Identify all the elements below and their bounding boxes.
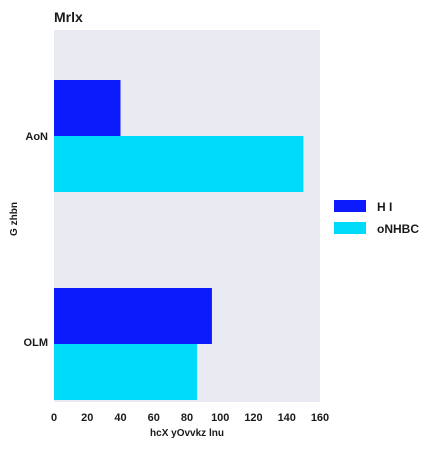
y-tick-label: OLM xyxy=(24,337,48,349)
bar-h-i-aon xyxy=(54,80,121,136)
bar-onhbc-olm xyxy=(54,344,197,400)
y-tick-labels: AoN OLM xyxy=(24,131,49,349)
bar-h-i-olm xyxy=(54,288,212,344)
x-tick-label: 160 xyxy=(311,412,329,424)
legend-swatch xyxy=(334,200,366,212)
x-tick-label: 0 xyxy=(51,412,57,424)
x-tick-label: 140 xyxy=(278,412,296,424)
x-tick-label: 80 xyxy=(181,412,193,424)
chart-title: Mrlx xyxy=(54,9,83,25)
x-tick-label: 20 xyxy=(81,412,93,424)
bar-onhbc-aon xyxy=(54,136,304,192)
x-tick-label: 100 xyxy=(211,412,229,424)
legend-label: oNHBC xyxy=(377,222,419,236)
x-tick-labels: 0 20 40 60 80 100 120 140 160 xyxy=(51,412,329,424)
x-tick-label: 60 xyxy=(148,412,160,424)
bars-group xyxy=(54,80,304,400)
y-axis-label: G zhbn xyxy=(9,202,20,236)
y-tick-label: AoN xyxy=(25,131,48,143)
x-tick-label: 120 xyxy=(244,412,262,424)
x-tick-label: 40 xyxy=(114,412,126,424)
legend: H I oNHBC xyxy=(334,200,419,236)
legend-label: H I xyxy=(377,200,392,214)
x-axis-label: hcX yOvvkz lnu xyxy=(150,428,224,439)
legend-swatch xyxy=(334,222,366,234)
